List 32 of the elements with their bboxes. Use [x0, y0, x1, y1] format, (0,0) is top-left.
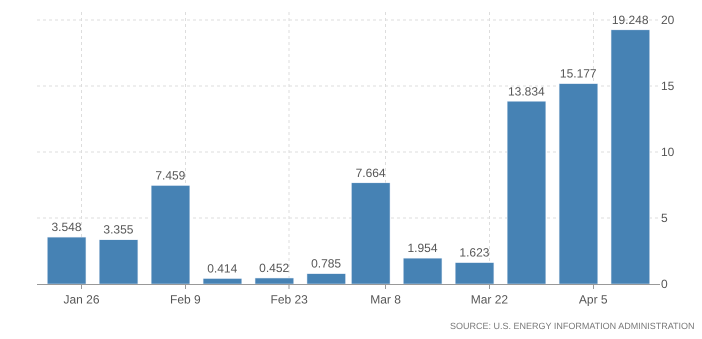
x-tick-label: Feb 23 [270, 292, 308, 306]
data-label: 3.548 [51, 220, 82, 234]
x-tick-label: Mar 22 [470, 292, 508, 306]
source-note: SOURCE: U.S. ENERGY INFORMATION ADMINISTRATION [450, 321, 695, 331]
data-label: 1.954 [407, 241, 438, 256]
bar [99, 239, 138, 284]
y-tick-label: 20 [661, 13, 675, 28]
data-label: 7.664 [356, 166, 386, 180]
data-label: 15.177 [560, 66, 597, 81]
bar [202, 278, 242, 284]
y-tick-label: 0 [661, 277, 668, 292]
bar [610, 30, 650, 284]
data-label: 7.459 [155, 168, 186, 183]
bar [506, 101, 546, 284]
data-label: 0.452 [259, 261, 290, 276]
bar [455, 262, 494, 284]
x-tick-label: Jan 26 [63, 292, 100, 306]
x-tick-label: Apr 5 [578, 292, 608, 306]
data-label: 19.248 [612, 12, 649, 27]
y-tick-label: 15 [661, 79, 675, 94]
y-tick-label: 10 [661, 145, 675, 160]
bar [47, 236, 86, 284]
x-tick-label: Mar 8 [370, 292, 402, 306]
data-label: 3.355 [103, 222, 134, 237]
data-label: 1.623 [459, 246, 490, 260]
bar [558, 83, 598, 284]
y-tick-label: 5 [661, 211, 668, 226]
x-tick-label: Feb 9 [170, 292, 201, 306]
bar [150, 185, 190, 284]
data-label: 13.834 [508, 84, 546, 98]
data-label: 0.785 [311, 256, 342, 271]
data-label: 0.414 [207, 262, 238, 276]
